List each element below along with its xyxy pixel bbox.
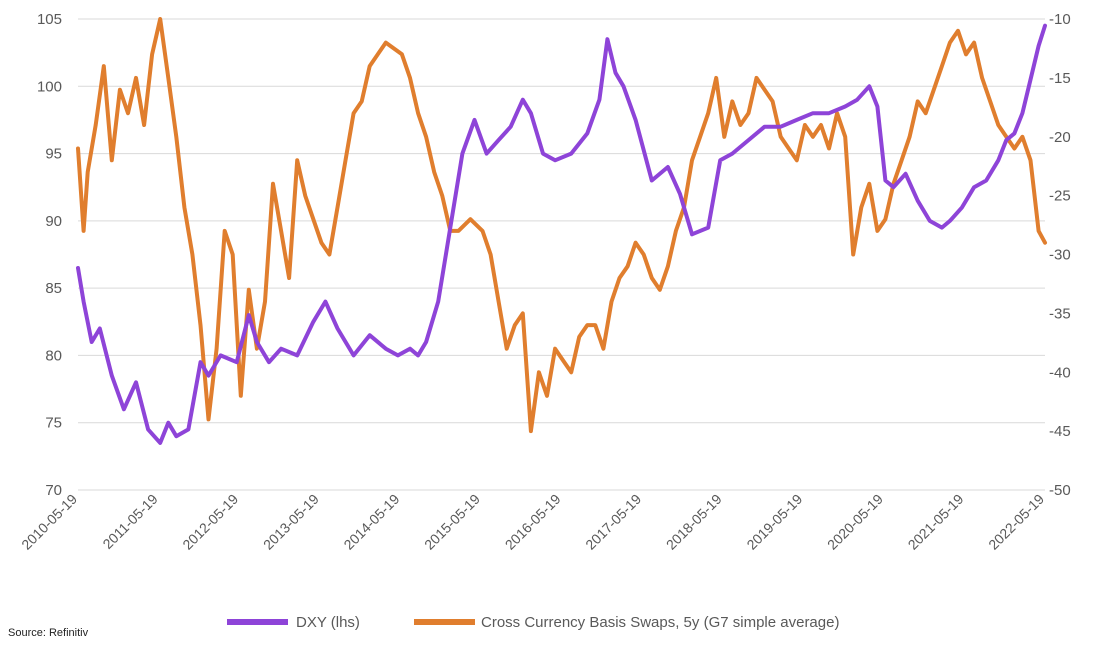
x-tick-label: 2016-05-19 (502, 491, 564, 553)
x-tick-label: 2022-05-19 (985, 491, 1047, 553)
left-tick-label: 75 (45, 415, 62, 432)
right-tick-label: -15 (1049, 70, 1071, 87)
x-tick-label: 2021-05-19 (905, 491, 967, 553)
x-tick-label: 2011-05-19 (99, 491, 160, 552)
series-line-dxy (76, 23, 1047, 445)
x-axis: 2010-05-19 2011-05-19 2012-05-19 2013-05-19… (18, 491, 1047, 553)
right-tick-label: -30 (1049, 247, 1071, 264)
series-line-basis-swaps (76, 17, 1047, 434)
legend-label-basis-swaps: Cross Currency Basis Swaps, 5y (G7 simpl… (481, 614, 839, 631)
right-tick-label: -25 (1049, 188, 1071, 205)
x-tick-label: 2018-05-19 (663, 491, 725, 553)
right-axis: -50 -45 -40 -35 -30 -25 -20 -15 -10 (1049, 11, 1071, 499)
x-tick-label: 2014-05-19 (340, 491, 402, 553)
left-tick-label: 90 (45, 213, 62, 230)
gridlines (78, 18, 1045, 424)
left-tick-label: 105 (37, 11, 62, 28)
left-tick-label: 100 (37, 78, 62, 95)
x-tick-label: 2012-05-19 (179, 491, 241, 553)
x-tick-label: 2020-05-19 (824, 491, 886, 553)
left-tick-label: 80 (45, 347, 62, 364)
series-layer (76, 17, 1047, 445)
left-tick-label: 85 (45, 280, 62, 297)
left-tick-label: 70 (45, 482, 62, 499)
legend: DXY (lhs) Cross Currency Basis Swaps, 5y… (227, 614, 839, 631)
legend-label-dxy: DXY (lhs) (296, 614, 360, 631)
x-tick-label: 2015-05-19 (421, 491, 483, 553)
right-tick-label: -10 (1049, 11, 1071, 28)
right-tick-label: -45 (1049, 423, 1071, 440)
x-tick-label: 2010-05-19 (18, 491, 80, 553)
right-tick-label: -20 (1049, 129, 1071, 146)
x-tick-label: 2017-05-19 (582, 491, 644, 553)
left-tick-label: 95 (45, 146, 62, 163)
right-tick-label: -50 (1049, 482, 1071, 499)
left-axis: 70 75 80 85 90 95 100 105 (37, 11, 62, 499)
right-tick-label: -35 (1049, 305, 1071, 322)
source-note: Source: Refinitiv (8, 627, 89, 639)
x-tick-label: 2013-05-19 (260, 491, 322, 553)
x-tick-label: 2019-05-19 (743, 491, 805, 553)
right-tick-label: -40 (1049, 364, 1071, 381)
